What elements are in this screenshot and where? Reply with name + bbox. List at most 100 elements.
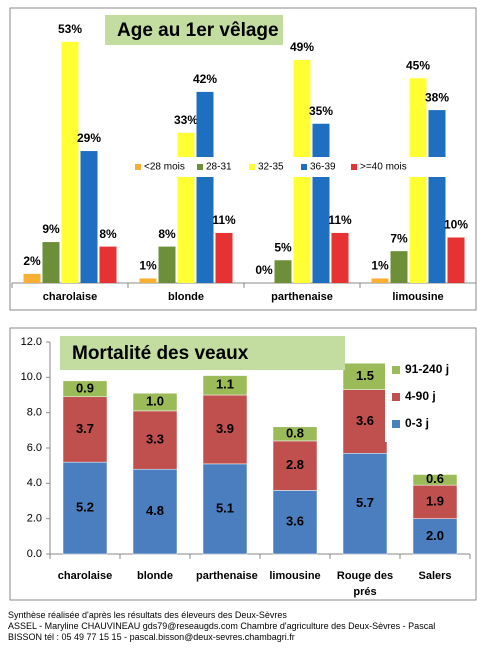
x-tick-label: blonde (136, 570, 174, 582)
value-label: 42% (193, 72, 217, 86)
bar (196, 91, 214, 284)
value-label: 0.8 (286, 425, 304, 440)
legend-label: 91-240 j (405, 362, 449, 376)
bar (390, 251, 408, 283)
x-tick-label-box: Salers (418, 570, 452, 582)
footer-line: BISSON tél : 05 49 77 15 15 - pascal.bis… (8, 632, 295, 642)
value-label: 10% (444, 218, 468, 232)
legend-label: <28 mois (144, 162, 185, 173)
legend-swatch (197, 164, 203, 170)
bar (177, 132, 195, 283)
x-tick-label-box: Rouge des prés (336, 570, 394, 598)
bar-segment (62, 461, 108, 555)
bar (61, 41, 79, 283)
value-label: 5.7 (356, 495, 374, 510)
bar (215, 232, 233, 283)
value-label: 9% (42, 222, 60, 236)
value-label: 29% (77, 131, 101, 145)
x-tick-label: Salers (418, 570, 452, 582)
value-label: 3.3 (146, 431, 164, 446)
bar-segment (272, 426, 318, 442)
y-tick-label: 10.0 (21, 371, 42, 383)
legend-swatch (392, 420, 400, 428)
title-box (60, 336, 345, 370)
title-box (105, 15, 283, 45)
value-label: 2.8 (286, 457, 304, 472)
bar-segment (342, 362, 388, 390)
value-label: 1.9 (426, 493, 444, 508)
legend-label: 28-31 (206, 162, 232, 173)
x-tick-label-box: limousine (392, 291, 444, 303)
value-label: 1.1 (216, 377, 234, 392)
y-tick-label: 12.0 (21, 336, 42, 348)
bar-segment (202, 394, 248, 465)
footer: Synthèse réalisée d'après les résultats … (8, 610, 484, 643)
bar-segment (62, 396, 108, 463)
x-tick-label: Rouge des prés (336, 570, 394, 598)
x-tick-label: parthenaise (271, 291, 333, 303)
bar (331, 232, 349, 283)
chart-title: Mortalité des veaux (72, 343, 249, 364)
legend-box (130, 157, 448, 177)
chart-title: Age au 1er vêlage (117, 20, 279, 41)
y-tick-label: 8.0 (27, 407, 42, 419)
value-label: 1% (371, 259, 389, 273)
legend-label: 32-35 (258, 162, 284, 173)
value-label: 0.9 (76, 380, 94, 395)
bar-segment (272, 490, 318, 555)
value-label: 7% (390, 231, 408, 245)
bar-segment (412, 484, 458, 519)
x-tick-label: limousine (269, 570, 321, 582)
x-tick-label-box: parthenaise (271, 291, 333, 303)
bar (371, 278, 389, 283)
bar (274, 260, 292, 283)
legend-swatch (135, 164, 141, 170)
x-tick-label: blonde (167, 291, 205, 303)
value-label: 35% (309, 104, 333, 118)
value-label: 2.0 (426, 528, 444, 543)
bar-segment (412, 518, 458, 555)
value-label: 38% (425, 90, 449, 104)
bar (80, 151, 98, 283)
charts: 2% 9% 53% 29% 8% 1% 8% 33% 42% 11% 0%5% 49% 35% 11% 1%… (9, 7, 477, 601)
bar-segment (272, 440, 318, 491)
bar-segment (132, 410, 178, 470)
x-tick-label-box: charolaise (43, 291, 97, 303)
value-label: 5% (274, 240, 292, 254)
value-label: 8% (99, 227, 117, 241)
value-label: 3.9 (216, 421, 234, 436)
x-tick-label: limousine (392, 291, 444, 303)
legend-swatch (351, 164, 357, 170)
value-label: 1.5 (356, 368, 374, 383)
x-tick-label: parthenaise (196, 570, 258, 582)
bar (99, 246, 117, 283)
value-label: 8% (158, 227, 176, 241)
footer-line: ASSEL - Maryline CHAUVINEAU gds79@reseau… (8, 621, 436, 631)
legend-swatch (392, 393, 400, 401)
legend-label: 4-90 j (405, 389, 436, 403)
y-tick-label: 4.0 (27, 477, 42, 489)
legend-label: >=40 mois (360, 162, 407, 173)
value-label: 53% (58, 22, 82, 36)
bar (158, 246, 176, 283)
value-label: 3.7 (76, 421, 94, 436)
bar-segment (132, 468, 178, 555)
value-label: 2% (23, 254, 41, 268)
value-label: 5.1 (216, 500, 234, 515)
legend-swatch (392, 366, 400, 374)
bar (312, 123, 330, 283)
bar (42, 242, 60, 283)
bar (139, 278, 157, 283)
value-label: 0.6 (426, 471, 444, 486)
legend-swatch (301, 164, 307, 170)
legend-label: 0-3 j (405, 416, 429, 430)
footer-line: Synthèse réalisée d'après les résultats … (8, 610, 287, 620)
bar (23, 273, 41, 283)
y-tick-label: 0.0 (27, 548, 42, 560)
bar-segment (412, 474, 458, 486)
y-tick-label: 2.0 (27, 513, 42, 525)
value-label: 1.0 (146, 394, 164, 409)
x-tick-label: charolaise (57, 570, 113, 582)
bar (447, 237, 465, 283)
